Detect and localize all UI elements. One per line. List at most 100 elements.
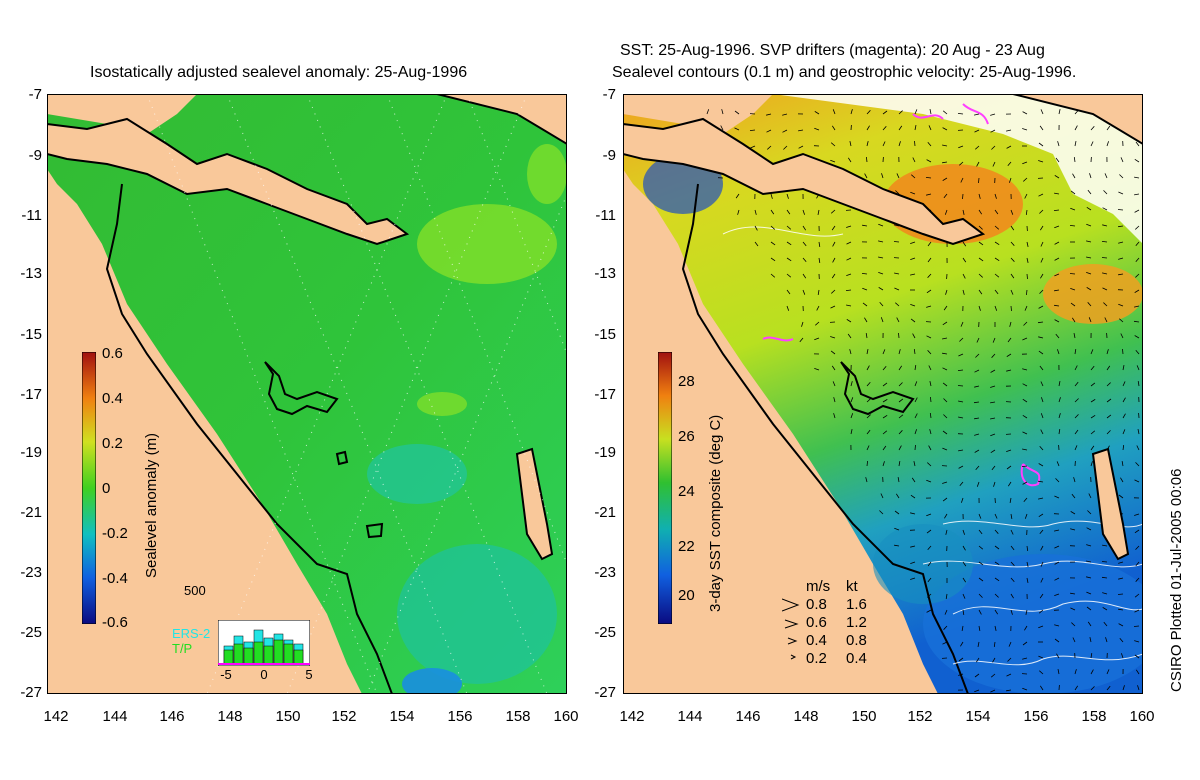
right-x-tick: 156 bbox=[1023, 708, 1049, 725]
velocity-arrow bbox=[754, 209, 757, 215]
velocity-arrow bbox=[910, 512, 916, 515]
velocity-arrow bbox=[990, 129, 996, 133]
velocity-arrow bbox=[1055, 333, 1060, 339]
velocity-arrow bbox=[1026, 561, 1029, 567]
velocity-legend-kt: 1.6 bbox=[846, 596, 867, 613]
velocity-arrow bbox=[1024, 305, 1028, 311]
velocity-arrow bbox=[786, 241, 792, 246]
velocity-arrow bbox=[1090, 382, 1096, 387]
velocity-arrow bbox=[962, 209, 965, 215]
velocity-arrow bbox=[957, 369, 964, 371]
velocity-arrow bbox=[1135, 241, 1140, 247]
velocity-arrow bbox=[786, 257, 792, 262]
velocity-arrow bbox=[927, 545, 932, 551]
velocity-arrow bbox=[734, 127, 740, 131]
velocity-arrow bbox=[1039, 289, 1044, 294]
left-y-tick: -27 bbox=[20, 684, 42, 701]
velocity-arrow bbox=[830, 305, 836, 309]
velocity-arrow bbox=[1058, 429, 1061, 435]
velocity-arrow bbox=[816, 305, 820, 311]
velocity-arrow bbox=[990, 385, 996, 388]
velocity-arrow bbox=[1038, 193, 1044, 197]
velocity-arrow bbox=[845, 289, 852, 291]
velocity-arrow bbox=[1135, 141, 1140, 147]
velocity-arrow bbox=[894, 527, 900, 531]
velocity-arrow bbox=[767, 145, 772, 150]
coastline-north-east bbox=[436, 94, 567, 146]
sealevel-colorbar bbox=[82, 352, 96, 624]
velocity-arrow bbox=[1102, 207, 1108, 211]
velocity-arrow bbox=[881, 173, 884, 179]
velocity-arrow bbox=[1069, 273, 1076, 275]
velocity-arrow bbox=[1106, 365, 1111, 371]
velocity-arrow bbox=[1102, 272, 1108, 275]
velocity-arrow bbox=[1009, 497, 1012, 503]
velocity-arrow bbox=[1135, 225, 1140, 230]
velocity-arrow bbox=[962, 241, 967, 247]
velocity-arrow bbox=[910, 561, 916, 564]
velocity-arrow bbox=[895, 302, 900, 307]
velocity-arrow bbox=[879, 510, 884, 515]
velocity-arrow bbox=[1026, 273, 1028, 280]
velocity-arrow bbox=[1038, 625, 1044, 629]
velocity-arrow bbox=[1119, 318, 1124, 323]
velocity-arrow bbox=[1117, 209, 1124, 211]
right-x-tick: 146 bbox=[735, 708, 761, 725]
velocity-arrow bbox=[1006, 673, 1012, 677]
velocity-arrow bbox=[1134, 513, 1140, 516]
velocity-arrow bbox=[961, 497, 964, 503]
right-y-tick: -23 bbox=[594, 564, 616, 581]
velocity-arrow bbox=[1086, 287, 1092, 291]
velocity-arrow bbox=[799, 337, 804, 343]
velocity-arrow bbox=[1039, 685, 1044, 691]
velocity-legend-kt: 1.2 bbox=[846, 614, 867, 631]
velocity-arrow bbox=[1054, 192, 1060, 195]
velocity-arrow bbox=[782, 129, 788, 133]
velocity-arrow bbox=[910, 545, 916, 548]
velocity-arrow bbox=[1086, 560, 1092, 563]
velocity-arrow bbox=[978, 577, 984, 582]
velocity-arrow bbox=[942, 144, 948, 147]
left-map bbox=[47, 94, 567, 694]
velocity-arrow bbox=[866, 110, 871, 115]
velocity-arrow bbox=[1010, 529, 1014, 535]
left-y-tick: -15 bbox=[20, 326, 42, 343]
velocity-arrow bbox=[832, 257, 836, 263]
colorbar-tick: 24 bbox=[678, 483, 695, 500]
velocity-arrow bbox=[975, 657, 980, 663]
anomaly-patch bbox=[367, 444, 467, 504]
velocity-arrow bbox=[1106, 414, 1112, 419]
velocity-arrow bbox=[1104, 173, 1108, 179]
velocity-arrow bbox=[1058, 109, 1061, 115]
shelf-contour bbox=[681, 183, 969, 694]
velocity-arrow bbox=[1135, 669, 1140, 675]
velocity-arrow bbox=[1010, 305, 1012, 312]
velocity-arrow bbox=[1040, 413, 1044, 419]
velocity-arrow bbox=[914, 140, 916, 147]
velocity-arrow bbox=[1118, 608, 1124, 611]
velocity-arrow bbox=[926, 159, 932, 163]
velocity-arrow bbox=[1040, 577, 1044, 583]
velocity-arrow bbox=[913, 461, 916, 467]
anomaly-patch bbox=[417, 392, 467, 416]
right-y-tick: -7 bbox=[602, 86, 616, 103]
velocity-arrow bbox=[862, 302, 868, 307]
velocity-arrow bbox=[973, 401, 980, 404]
velocity-arrow bbox=[1058, 413, 1061, 419]
velocity-arrow bbox=[1090, 653, 1093, 659]
velocity-arrow bbox=[1055, 478, 1060, 483]
velocity-arrow bbox=[943, 305, 948, 311]
velocity-arrow bbox=[849, 141, 852, 147]
velocity-arrow bbox=[1120, 477, 1124, 483]
velocity-arrow bbox=[1134, 193, 1140, 196]
velocity-arrow bbox=[770, 225, 775, 230]
velocity-arrow bbox=[925, 177, 932, 179]
velocity-arrow bbox=[1090, 461, 1093, 467]
velocity-arrow bbox=[1086, 591, 1092, 595]
velocity-arrow bbox=[782, 113, 788, 116]
velocity-arrow bbox=[978, 273, 983, 278]
velocity-arrow bbox=[814, 368, 820, 371]
velocity-arrow bbox=[1038, 350, 1044, 355]
velocity-arrow bbox=[1118, 561, 1124, 564]
velocity-arrow bbox=[1087, 302, 1092, 307]
